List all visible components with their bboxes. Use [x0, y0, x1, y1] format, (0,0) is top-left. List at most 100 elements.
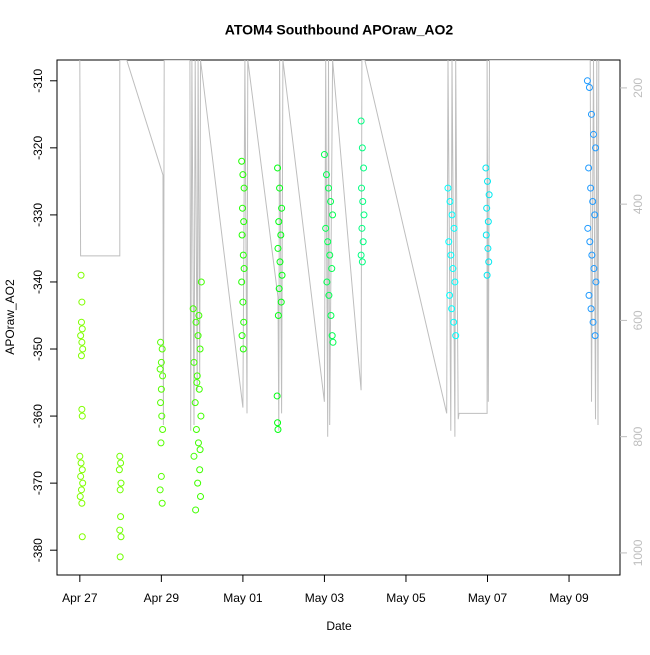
point — [197, 278, 205, 286]
point — [484, 244, 492, 252]
point — [483, 204, 491, 212]
point — [357, 251, 365, 259]
point — [485, 258, 493, 266]
point — [447, 251, 455, 259]
point — [189, 305, 197, 313]
point — [159, 372, 167, 380]
point — [589, 197, 597, 205]
point — [327, 311, 335, 319]
point — [196, 466, 204, 474]
plot-area — [76, 60, 600, 561]
point — [78, 405, 86, 413]
point — [77, 459, 85, 467]
point — [238, 157, 246, 165]
y-tick-label: -350 — [31, 337, 45, 361]
point — [78, 338, 86, 346]
point — [588, 251, 596, 259]
y2-tick-label: 800 — [631, 426, 645, 446]
point — [196, 345, 204, 353]
point — [358, 184, 366, 192]
point — [158, 499, 166, 507]
point — [117, 513, 125, 521]
y-tick-label: -340 — [31, 270, 45, 294]
point — [592, 144, 600, 152]
point — [591, 332, 599, 340]
point — [590, 265, 598, 273]
point — [158, 412, 166, 420]
point — [590, 130, 598, 138]
point — [157, 399, 165, 407]
point — [277, 298, 285, 306]
point — [276, 258, 284, 266]
point — [444, 184, 452, 192]
point — [451, 278, 459, 286]
point — [238, 278, 246, 286]
point — [238, 231, 246, 239]
point — [449, 265, 457, 273]
point — [240, 318, 248, 326]
point — [325, 291, 333, 299]
point — [328, 265, 336, 273]
point — [274, 164, 282, 172]
point — [448, 211, 456, 219]
point — [323, 278, 331, 286]
point — [587, 305, 595, 313]
x-tick-label: May 03 — [305, 591, 345, 605]
point — [274, 419, 282, 427]
point — [79, 479, 87, 487]
point — [452, 332, 460, 340]
point — [358, 224, 366, 232]
point — [445, 238, 453, 246]
point — [274, 244, 282, 252]
x-tick-label: Apr 29 — [144, 591, 180, 605]
y-axis-label: APOraw_AO2 — [3, 279, 17, 355]
y-tick-label: -370 — [31, 471, 45, 495]
point — [273, 392, 281, 400]
x-tick-label: May 07 — [468, 591, 508, 605]
point — [117, 479, 125, 487]
point — [322, 171, 330, 179]
point — [592, 278, 600, 286]
point — [448, 305, 456, 313]
y2-tick-label: 600 — [631, 310, 645, 330]
point — [275, 218, 283, 226]
point — [77, 271, 85, 279]
point — [484, 218, 492, 226]
point — [156, 486, 164, 494]
point — [320, 151, 328, 159]
point — [158, 345, 166, 353]
point — [78, 533, 86, 541]
x-tick-label: May 01 — [223, 591, 263, 605]
point — [193, 372, 201, 380]
point — [157, 338, 165, 346]
point — [482, 231, 490, 239]
point — [485, 191, 493, 199]
point — [329, 338, 337, 346]
point — [116, 486, 124, 494]
point — [195, 385, 203, 393]
plot-frame — [56, 59, 621, 576]
point — [446, 197, 454, 205]
point — [117, 533, 125, 541]
point — [278, 204, 286, 212]
point — [190, 358, 198, 366]
point — [76, 452, 84, 460]
point — [359, 197, 367, 205]
point — [197, 493, 205, 501]
y-tick-label: -310 — [31, 68, 45, 92]
point — [157, 472, 165, 480]
point — [585, 164, 593, 172]
point — [446, 291, 454, 299]
point — [484, 177, 492, 185]
point — [584, 224, 592, 232]
point — [360, 211, 368, 219]
point — [276, 184, 284, 192]
point — [589, 318, 597, 326]
point — [482, 164, 490, 172]
point — [483, 271, 491, 279]
point — [239, 251, 247, 259]
point — [116, 526, 124, 534]
point — [77, 472, 85, 480]
point — [586, 238, 594, 246]
point — [194, 479, 202, 487]
